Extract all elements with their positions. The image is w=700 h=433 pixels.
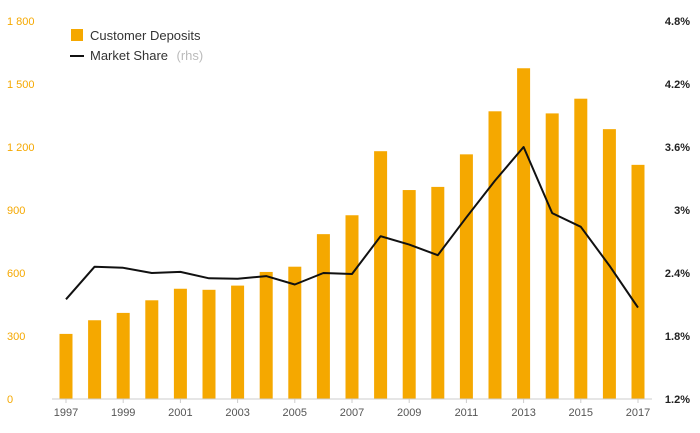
left-tick-label: 1 200 <box>7 142 35 154</box>
x-tick-label: 2001 <box>168 407 192 419</box>
deposit-bar <box>59 333 73 399</box>
x-tick-label: 1997 <box>54 407 78 419</box>
deposit-bar <box>173 288 187 399</box>
deposit-bar <box>459 154 473 399</box>
deposit-bar <box>316 234 330 399</box>
deposit-bar <box>574 98 588 399</box>
deposit-bar <box>631 164 645 399</box>
x-tick-label: 2013 <box>511 407 535 419</box>
left-tick-label: 1 500 <box>7 79 35 91</box>
deposit-bar <box>88 320 102 399</box>
deposit-bar <box>345 215 359 399</box>
legend: Customer Deposits Market Share (rhs) <box>70 28 203 64</box>
x-tick-label: 2017 <box>626 407 650 419</box>
x-axis-ticks: 1997 1999 2001 2003 2005 2007 2009 2011 2013 2015… <box>54 399 650 419</box>
left-tick-label: 600 <box>7 268 25 280</box>
x-tick-label: 2011 <box>455 407 479 419</box>
deposit-bar <box>288 266 302 399</box>
legend-share-text: Market Share (rhs) <box>90 47 203 64</box>
right-tick-label: 3.6% <box>665 142 690 154</box>
deposit-bar <box>259 271 273 399</box>
legend-share-label: Market Share <box>90 48 168 63</box>
x-tick-label: 2015 <box>569 407 593 419</box>
right-tick-label: 4.2% <box>665 79 690 91</box>
legend-deposits-label: Customer Deposits <box>90 28 201 43</box>
left-tick-label: 0 <box>7 394 13 406</box>
legend-share-suffix: (rhs) <box>177 48 204 63</box>
x-tick-label: 2005 <box>283 407 307 419</box>
deposit-bar <box>402 190 416 399</box>
x-tick-label: 1999 <box>111 407 135 419</box>
deposit-bar <box>545 113 559 400</box>
left-tick-label: 1 800 <box>7 16 35 28</box>
deposit-bars <box>59 68 645 400</box>
right-tick-label: 1.2% <box>665 394 690 406</box>
legend-deposits-swatch <box>71 29 83 41</box>
deposit-bar <box>488 111 502 400</box>
deposit-bar <box>202 289 216 399</box>
left-tick-label: 900 <box>7 205 25 217</box>
x-tick-label: 2003 <box>225 407 249 419</box>
right-tick-label: 3% <box>674 205 690 217</box>
deposit-bar <box>517 68 531 399</box>
left-axis-ticks: 0 300 600 900 1 200 1 500 1 800 <box>7 16 35 406</box>
deposit-bar <box>431 186 445 399</box>
right-tick-label: 1.8% <box>665 331 690 343</box>
x-tick-label: 2007 <box>340 407 364 419</box>
x-tick-label: 2009 <box>397 407 421 419</box>
deposit-bar <box>231 285 245 399</box>
right-tick-label: 4.8% <box>665 16 690 28</box>
deposit-bar <box>116 312 130 399</box>
deposit-bar <box>374 151 388 399</box>
right-tick-label: 2.4% <box>665 268 690 280</box>
deposit-bar <box>145 300 159 399</box>
market-share-line <box>65 146 639 309</box>
left-tick-label: 300 <box>7 331 25 343</box>
right-axis-ticks: 1.2% 1.8% 2.4% 3% 3.6% 4.2% 4.8% <box>665 16 690 406</box>
